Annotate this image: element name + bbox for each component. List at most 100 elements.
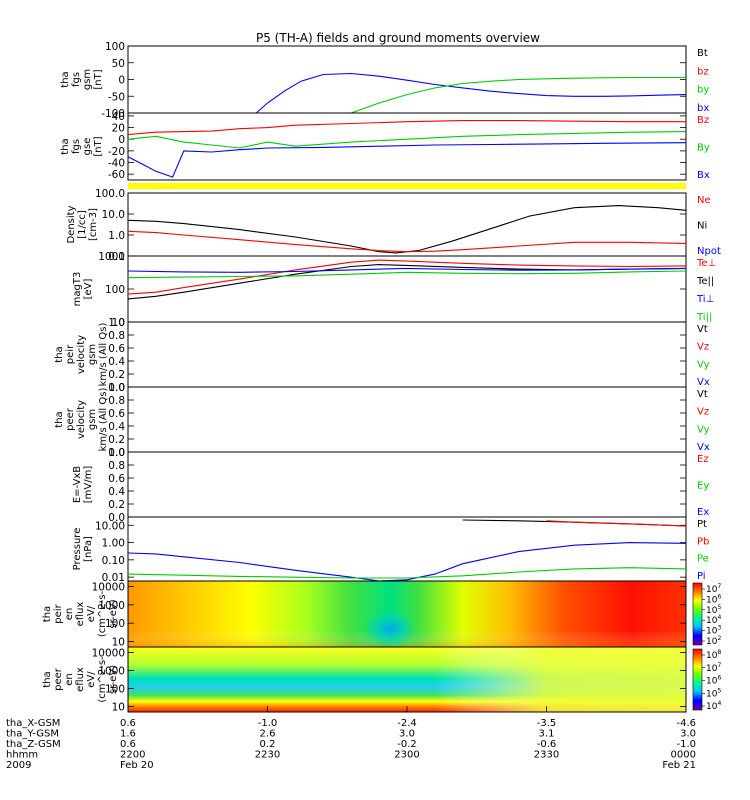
y-axis-label: km/s (All Qs)	[98, 388, 109, 452]
x-row-name: tha_Y-GSM	[6, 729, 59, 740]
y-axis-label: [cm-3]	[88, 208, 99, 241]
legend-entry: Pe	[697, 554, 709, 565]
x-row-value: 2230	[255, 750, 280, 761]
x-row-value: Feb 20	[120, 760, 154, 771]
x-row-value: 2.6	[260, 729, 276, 740]
y-tick-label: 10.00	[95, 520, 125, 532]
spectrogram-shade	[128, 647, 686, 712]
y-axis-label: [1/cc]	[77, 210, 88, 239]
y-tick-label: -100	[101, 108, 125, 120]
y-axis-label: velocity	[76, 335, 87, 374]
colorbar-tick-label: 105	[706, 604, 721, 616]
x-row-value: 2330	[534, 750, 559, 761]
legend-entry: Vt	[697, 324, 708, 335]
x-row-value: 2200	[120, 750, 145, 761]
y-axis-label: (cm^2-s-	[97, 590, 108, 637]
y-axis-label: km/s (All Qs)	[98, 323, 109, 387]
y-tick-label: 100	[105, 684, 125, 696]
legend-entry: Vy	[697, 359, 710, 370]
y-tick-label: 10.0	[102, 209, 125, 221]
colorbar-tick-label: 105	[706, 687, 721, 699]
x-row-value: 0.6	[120, 739, 136, 750]
series-line	[127, 567, 687, 579]
legend-entry: Vz	[697, 407, 709, 418]
flag-bar	[128, 183, 686, 189]
y-tick-label: -60	[108, 169, 125, 181]
colorbar-tick-label: 106	[706, 593, 721, 605]
y-axis-label: gsm	[82, 69, 93, 90]
y-axis-label: peir	[65, 344, 76, 364]
x-row-value: -2.4	[397, 718, 417, 729]
y-tick-label: 0	[118, 134, 125, 146]
legend-entry: Ex	[697, 507, 709, 518]
y-tick-label: 0.4	[108, 486, 125, 498]
legend-entry: bx	[697, 103, 709, 114]
y-tick-label: 20	[112, 123, 125, 135]
panel-frame	[127, 386, 687, 453]
series-line	[127, 131, 687, 149]
legend-entry: Vt	[697, 389, 708, 400]
panel-density: 100.0 10.0 1.0 0.1 Density [1/cc] [cm-3] Ne Ni Np…	[66, 188, 721, 263]
colorbar-tick-label: 103	[706, 625, 721, 637]
y-tick-label: 10000	[92, 582, 125, 594]
legend-entry: Bx	[697, 170, 710, 181]
legend-entry: Pi	[697, 571, 706, 582]
y-axis-label: tha	[60, 138, 71, 154]
y-tick-label: 0.6	[108, 408, 125, 420]
legend-entry: By	[697, 143, 710, 154]
legend-entry: Pb	[697, 536, 709, 547]
y-tick-label: -20	[108, 146, 125, 158]
y-axis-label: [nPa]	[83, 536, 94, 562]
y-tick-label: 1.00	[102, 538, 125, 550]
y-tick-label: 1000	[98, 600, 125, 612]
y-axis-label: Density	[66, 205, 77, 243]
y-tick-label: 50	[112, 58, 125, 70]
y-tick-label: 10	[112, 636, 125, 648]
y-tick-label: 1000	[98, 665, 125, 677]
y-axis-label: eflux	[75, 602, 86, 627]
colorbar-tick-label: 102	[706, 635, 721, 647]
y-axis-label: tha	[42, 606, 53, 622]
colorbar-tick-label: 108	[706, 649, 721, 661]
y-tick-label: 100	[105, 41, 125, 53]
x-row-name: tha_X-GSM	[6, 718, 60, 729]
y-tick-label: 10	[112, 702, 125, 714]
colorbar-tick-label: 107	[706, 583, 721, 595]
y-tick-label: 0.6	[108, 473, 125, 485]
y-axis-label: gsm	[87, 344, 98, 365]
y-tick-label: 10	[112, 317, 125, 329]
colorbar-tick-label: 107	[706, 662, 721, 674]
colorbar-tick-label: 106	[706, 675, 721, 687]
legend-entry: by	[697, 85, 709, 96]
x-row-value: 0.6	[120, 718, 136, 729]
x-row-value: -0.2	[397, 739, 417, 750]
x-row-value: 2300	[394, 750, 419, 761]
x-row-value: 3.0	[399, 729, 415, 740]
y-tick-label: 0	[118, 75, 125, 87]
y-tick-label: 0.4	[108, 421, 125, 433]
panel-temperature: 1000 100 10 magT3 [eV] Te⊥ Te|| Ti⊥ Ti||	[72, 251, 716, 329]
y-tick-label: 1.0	[108, 317, 125, 329]
y-tick-label: 0.10	[102, 555, 125, 567]
y-axis-label: gsm	[87, 409, 98, 430]
y-tick-label: 0.6	[108, 343, 125, 355]
y-axis-label: eV/	[86, 671, 97, 688]
colorbar-tick-label: 104	[706, 700, 721, 712]
x-row-value: 3.0	[680, 729, 696, 740]
y-axis-label: velocity	[76, 400, 87, 439]
y-axis-label: [nT]	[93, 136, 104, 156]
y-axis-label: en	[64, 608, 75, 621]
y-tick-label: 100.0	[95, 188, 125, 200]
y-axis-label: (cm^2-s-	[97, 656, 108, 703]
y-axis-label: fgs	[71, 72, 82, 87]
spectrogram-peir_eflux	[128, 581, 686, 647]
legend-entry: Npot	[697, 246, 721, 257]
series-line	[127, 542, 687, 582]
panel-frame	[127, 112, 687, 181]
panel-frame	[127, 451, 687, 518]
legend-entry: Te||	[696, 276, 714, 287]
